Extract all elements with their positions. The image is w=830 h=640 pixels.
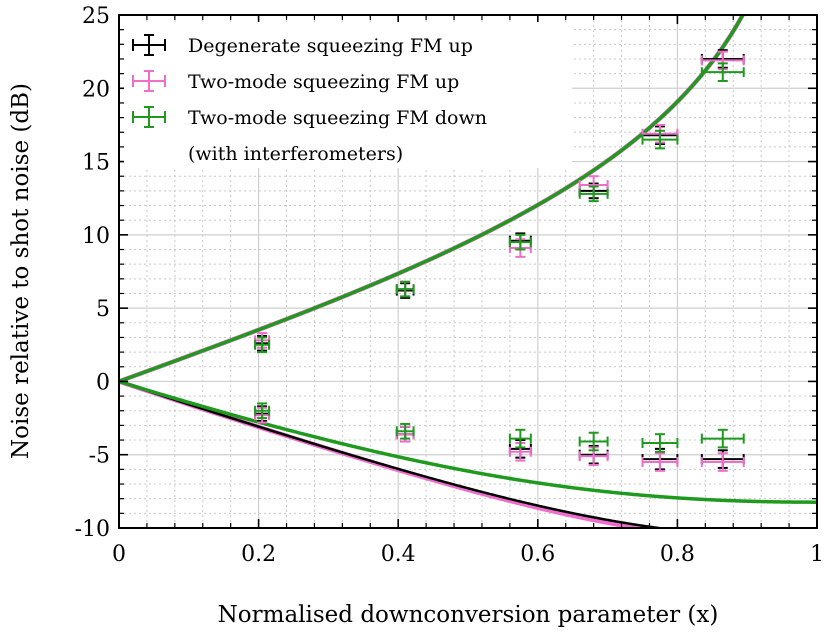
data-point: [700, 428, 745, 449]
x-tick-label: 1: [810, 542, 824, 567]
axis-ticks: [118, 14, 818, 529]
legend-entry: Two-mode squeezing FM down: [132, 106, 487, 129]
y-tick-label: 20: [82, 77, 110, 102]
data-point: [578, 185, 609, 203]
legend-label: Two-mode squeezing FM down: [188, 107, 487, 129]
x-tick-labels: 0 0.2 0.4 0.6 0.8 1: [112, 542, 824, 567]
data-point: [700, 452, 745, 472]
plot-frame: [118, 14, 818, 529]
y-axis-label: Noise relative to shot noise (dB): [8, 83, 34, 459]
data-point: [641, 452, 679, 472]
y-tick-label: 0: [96, 370, 110, 395]
legend-label: Two-mode squeezing FM up: [188, 71, 459, 93]
y-tick-label: 25: [82, 4, 110, 29]
data-point: [395, 280, 415, 298]
data-point: [508, 233, 532, 251]
y-tick-label: 10: [82, 224, 110, 249]
x-tick-label: 0.2: [241, 542, 276, 567]
legend-entry: Degenerate squeezing FM up: [132, 34, 473, 57]
y-tick-label: 15: [82, 151, 110, 176]
data-point: [578, 431, 609, 452]
data-point: [641, 129, 679, 150]
data-point: [254, 336, 271, 354]
x-tick-label: 0: [112, 542, 126, 567]
theory-curve: [119, 379, 817, 504]
data-points: [254, 49, 745, 472]
theory-curve: [119, 380, 669, 528]
y-tick-label: -5: [89, 444, 110, 469]
x-axis-label: Normalised downconversion parameter (x): [218, 602, 719, 628]
legend-note: (with interferometers): [188, 143, 403, 165]
data-point: [395, 422, 415, 440]
data-point: [508, 428, 532, 449]
x-tick-label: 0.4: [381, 542, 416, 567]
legend: Degenerate squeezing FM up Two-mode squee…: [124, 22, 572, 168]
legend-box: [124, 22, 572, 168]
data-point: [254, 402, 271, 420]
y-tick-labels: -10 -5 0 5 10 15 20 25: [75, 4, 110, 542]
x-tick-label: 0.6: [520, 542, 555, 567]
y-tick-label: -10: [75, 517, 110, 542]
legend-label: Degenerate squeezing FM up: [188, 35, 473, 57]
data-point: [700, 62, 745, 82]
data-point: [641, 433, 679, 453]
legend-entry: Two-mode squeezing FM up: [132, 70, 459, 93]
y-tick-label: 5: [96, 297, 110, 322]
x-tick-label: 0.8: [660, 542, 695, 567]
